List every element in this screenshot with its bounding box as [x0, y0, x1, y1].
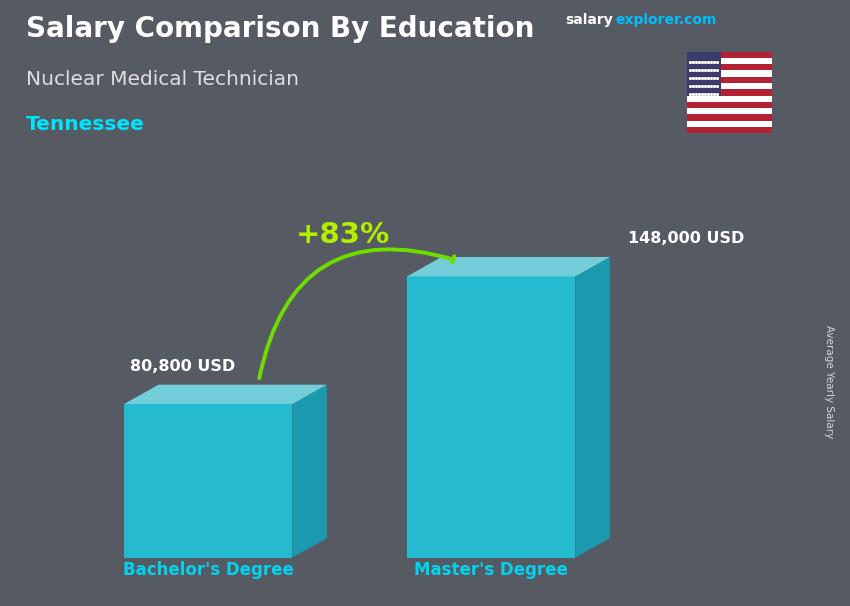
Polygon shape — [292, 385, 326, 558]
Bar — [687, 121, 772, 127]
Text: salary: salary — [565, 13, 613, 27]
Polygon shape — [407, 257, 609, 276]
Text: +83%: +83% — [296, 221, 390, 248]
Bar — [687, 96, 772, 102]
Text: 148,000 USD: 148,000 USD — [628, 231, 745, 247]
Text: Master's Degree: Master's Degree — [414, 561, 569, 579]
Bar — [687, 52, 772, 58]
FancyBboxPatch shape — [124, 404, 292, 558]
Bar — [687, 89, 772, 96]
Bar — [687, 77, 772, 83]
Polygon shape — [575, 257, 609, 558]
Bar — [687, 102, 772, 108]
Text: explorer.com: explorer.com — [615, 13, 717, 27]
Bar — [687, 115, 772, 121]
FancyBboxPatch shape — [407, 276, 575, 558]
Bar — [687, 64, 772, 70]
Text: Nuclear Medical Technician: Nuclear Medical Technician — [26, 70, 298, 88]
Text: Salary Comparison By Education: Salary Comparison By Education — [26, 15, 534, 43]
Bar — [687, 127, 772, 133]
Bar — [687, 70, 772, 77]
Bar — [687, 83, 772, 89]
Bar — [687, 108, 772, 115]
Bar — [687, 58, 772, 64]
Polygon shape — [124, 385, 326, 404]
Bar — [687, 52, 721, 96]
Text: Tennessee: Tennessee — [26, 115, 144, 134]
Text: Average Yearly Salary: Average Yearly Salary — [824, 325, 834, 438]
Text: Bachelor's Degree: Bachelor's Degree — [122, 561, 294, 579]
Text: 80,800 USD: 80,800 USD — [130, 359, 235, 374]
